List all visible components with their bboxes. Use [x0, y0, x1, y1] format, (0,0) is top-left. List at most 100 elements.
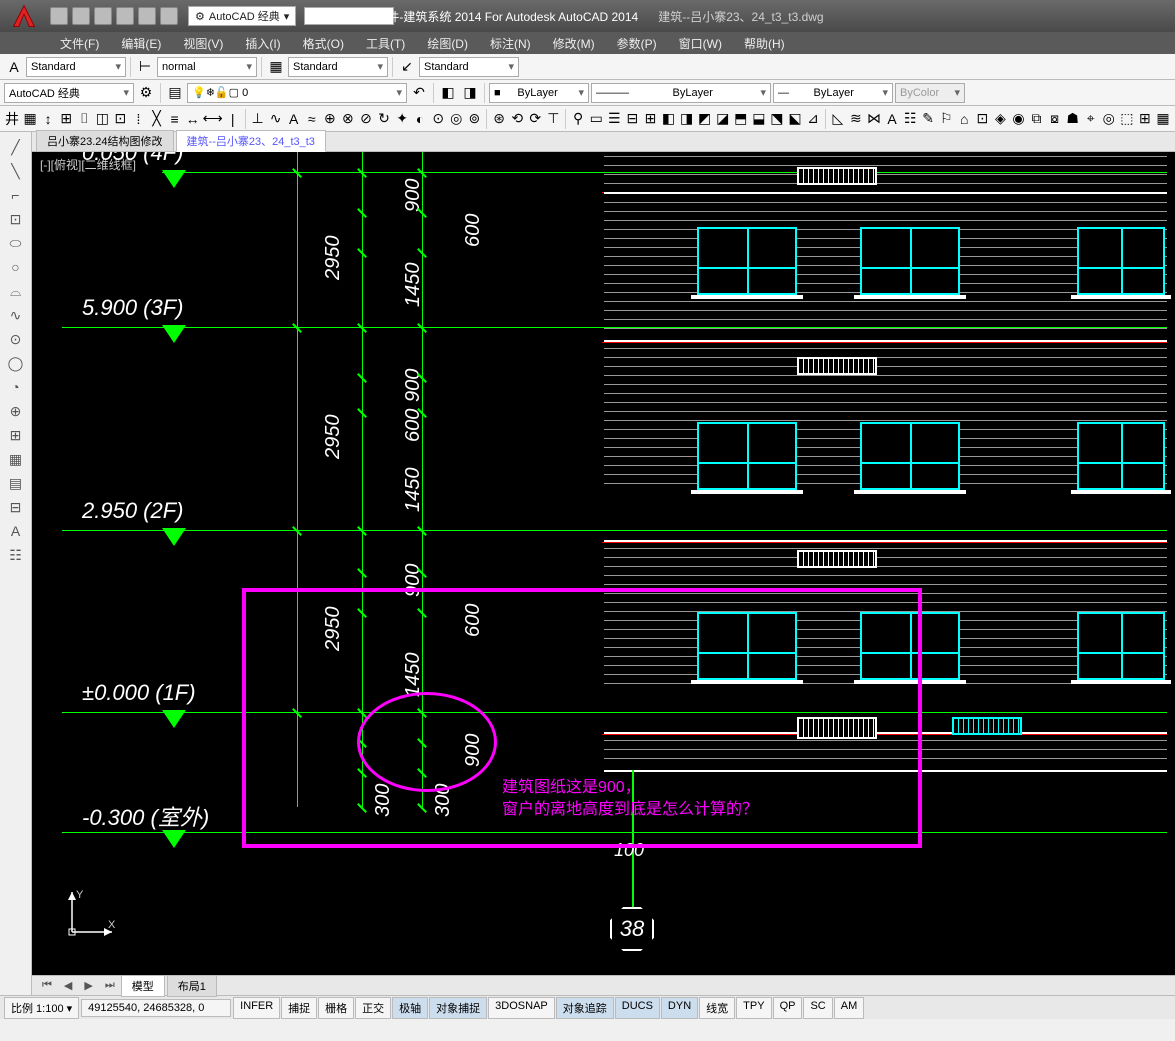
tool-icon-54[interactable]: ◉ [1010, 109, 1026, 129]
mleader-style-dropdown[interactable]: Standard [419, 57, 519, 77]
tool-icon-38[interactable]: ◪ [715, 109, 731, 129]
tool-icon-9[interactable]: ≡ [167, 109, 183, 129]
tool-icon-46[interactable]: ⋈ [866, 109, 882, 129]
tool-icon-60[interactable]: ⬚ [1119, 109, 1135, 129]
qat-undo-icon[interactable] [116, 7, 134, 25]
qat-save-icon[interactable] [94, 7, 112, 25]
tool-icon-23[interactable]: ⊙ [430, 109, 446, 129]
tool-icon-32[interactable]: ☰ [606, 109, 622, 129]
tool-icon-47[interactable]: A [884, 109, 900, 129]
draw-tool-0[interactable]: ╱ [5, 136, 27, 158]
tool-icon-33[interactable]: ⊟ [624, 109, 640, 129]
tool-icon-26[interactable]: ⊛ [491, 109, 507, 129]
tool-icon-56[interactable]: ⧇ [1047, 109, 1063, 129]
text-style-icon[interactable]: A [4, 57, 24, 77]
qat-new-icon[interactable] [50, 7, 68, 25]
linetype-dropdown[interactable]: ——— ByLayer [591, 83, 771, 103]
tool-icon-42[interactable]: ⬕ [787, 109, 803, 129]
plotstyle-dropdown[interactable]: ByColor [895, 83, 965, 103]
lineweight-dropdown[interactable]: — ByLayer [773, 83, 893, 103]
status-toggle-QP[interactable]: QP [773, 997, 803, 1019]
draw-tool-9[interactable]: ◯ [5, 352, 27, 374]
color-dropdown[interactable]: ■ ByLayer [489, 83, 589, 103]
tool-icon-0[interactable]: 井 [4, 109, 20, 129]
tool-icon-55[interactable]: ⧉ [1029, 109, 1045, 129]
tab-last-icon[interactable]: ⏭ [99, 979, 121, 992]
draw-tool-12[interactable]: ⊞ [5, 424, 27, 446]
draw-tool-11[interactable]: ⊕ [5, 400, 27, 422]
draw-tool-2[interactable]: ⌐ [5, 184, 27, 206]
tool-icon-43[interactable]: ⊿ [805, 109, 821, 129]
workspace-selector[interactable]: ⚙ AutoCAD 经典 ▾ [188, 6, 296, 26]
draw-tool-15[interactable]: ⊟ [5, 496, 27, 518]
status-toggle-DUCS[interactable]: DUCS [615, 997, 660, 1019]
tool-icon-16[interactable]: ≈ [304, 109, 320, 129]
status-toggle-DYN[interactable]: DYN [661, 997, 698, 1019]
status-toggle-捕捉[interactable]: 捕捉 [281, 997, 317, 1019]
status-toggle-TPY[interactable]: TPY [736, 997, 771, 1019]
mleader-style-icon[interactable]: ↙ [397, 57, 417, 77]
draw-tool-14[interactable]: ▤ [5, 472, 27, 494]
draw-tool-1[interactable]: ╲ [5, 160, 27, 182]
layout-tab-0[interactable]: 模型 [121, 975, 165, 997]
tool-icon-1[interactable]: ▦ [22, 109, 38, 129]
tool-icon-49[interactable]: ✎ [920, 109, 936, 129]
tool-icon-36[interactable]: ◨ [679, 109, 695, 129]
draw-tool-6[interactable]: ⌓ [5, 280, 27, 302]
tool-icon-53[interactable]: ◈ [992, 109, 1008, 129]
tab-next-icon[interactable]: ▶ [78, 979, 98, 992]
menu-绘图(D)[interactable]: 绘图(D) [417, 33, 478, 54]
workspace-settings-icon[interactable]: ⚙ [136, 83, 156, 103]
tool-icon-6[interactable]: ⊡ [112, 109, 128, 129]
menu-工具(T)[interactable]: 工具(T) [356, 33, 415, 54]
layout-tab-1[interactable]: 布局1 [167, 975, 217, 997]
menu-修改(M)[interactable]: 修改(M) [543, 33, 605, 54]
draw-tool-3[interactable]: ⊡ [5, 208, 27, 230]
tool-icon-12[interactable]: | [225, 109, 241, 129]
status-toggle-线宽[interactable]: 线宽 [699, 997, 735, 1019]
tool-icon-40[interactable]: ⬓ [751, 109, 767, 129]
draw-tool-4[interactable]: ⬭ [5, 232, 27, 254]
draw-tool-16[interactable]: A [5, 520, 27, 542]
status-toggle-栅格[interactable]: 栅格 [318, 997, 354, 1019]
tool-icon-24[interactable]: ◎ [448, 109, 464, 129]
tool-icon-61[interactable]: ⊞ [1137, 109, 1153, 129]
tool-icon-22[interactable]: ◐ [412, 109, 428, 129]
tool-icon-21[interactable]: ✦ [394, 109, 410, 129]
tool-icon-25[interactable]: ⊚ [466, 109, 482, 129]
tab-first-icon[interactable]: ⏮ [36, 979, 58, 992]
tool-icon-52[interactable]: ⊡ [974, 109, 990, 129]
draw-tool-8[interactable]: ⊙ [5, 328, 27, 350]
status-toggle-AM[interactable]: AM [834, 997, 865, 1019]
layer-off-icon[interactable]: ◨ [460, 83, 480, 103]
qat-print-icon[interactable] [160, 7, 178, 25]
status-toggle-正交[interactable]: 正交 [355, 997, 391, 1019]
doc-tab-0[interactable]: 吕小寨23.24结构图修改 [36, 130, 174, 151]
tool-icon-14[interactable]: ∿ [268, 109, 284, 129]
tool-icon-41[interactable]: ⬔ [769, 109, 785, 129]
status-toggle-INFER[interactable]: INFER [233, 997, 280, 1019]
tool-icon-13[interactable]: ⊥ [250, 109, 266, 129]
tool-icon-17[interactable]: ⊕ [322, 109, 338, 129]
tool-icon-11[interactable]: ⟷ [203, 109, 223, 129]
menu-帮助(H)[interactable]: 帮助(H) [734, 33, 795, 54]
tool-icon-44[interactable]: ◺ [830, 109, 846, 129]
tool-icon-4[interactable]: ⌷ [76, 109, 92, 129]
text-style-dropdown[interactable]: Standard [26, 57, 126, 77]
draw-tool-17[interactable]: ☷ [5, 544, 27, 566]
qat-open-icon[interactable] [72, 7, 90, 25]
menu-格式(O)[interactable]: 格式(O) [293, 33, 354, 54]
menu-文件(F)[interactable]: 文件(F) [50, 33, 109, 54]
layer-prev-icon[interactable]: ↶ [409, 83, 429, 103]
tool-icon-30[interactable]: ⚲ [570, 109, 586, 129]
menu-窗口(W)[interactable]: 窗口(W) [669, 33, 732, 54]
tool-icon-15[interactable]: A [286, 109, 302, 129]
layer-dropdown[interactable]: 💡❄🔓▢ 0 [187, 83, 407, 103]
tool-icon-5[interactable]: ◫ [94, 109, 110, 129]
table-style-icon[interactable]: ▦ [266, 57, 286, 77]
tool-icon-45[interactable]: ≋ [848, 109, 864, 129]
tool-icon-48[interactable]: ☷ [902, 109, 918, 129]
menu-参数(P)[interactable]: 参数(P) [607, 33, 667, 54]
scale-panel[interactable]: 比例 1:100 ▾ [4, 997, 79, 1019]
tool-icon-34[interactable]: ⊞ [642, 109, 658, 129]
